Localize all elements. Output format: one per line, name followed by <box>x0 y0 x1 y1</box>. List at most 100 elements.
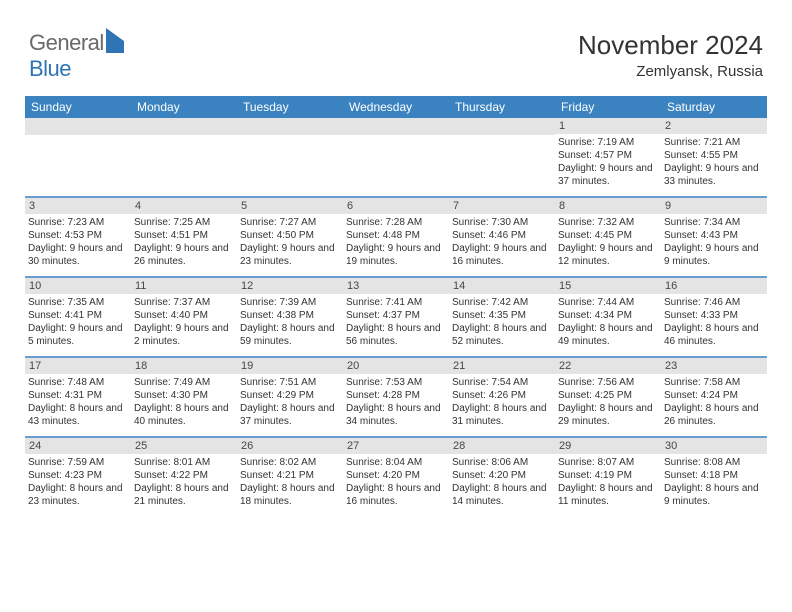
month-title: November 2024 <box>578 30 763 61</box>
daylight-text: Daylight: 8 hours and 49 minutes. <box>558 322 658 348</box>
day-cell: 25Sunrise: 8:01 AMSunset: 4:22 PMDayligh… <box>131 438 237 516</box>
daylight-text: Daylight: 8 hours and 56 minutes. <box>346 322 446 348</box>
day-cell: 15 Sunrise: 7:44 AMSunset: 4:34 PMDayligh… <box>555 278 661 356</box>
sunset-text: Sunset: 4:20 PM <box>452 469 552 482</box>
brand-logo: General Blue <box>29 30 124 82</box>
sunset-text: Sunset: 4:57 PM <box>558 149 658 162</box>
date-number: 5 <box>237 198 343 214</box>
date-number: 21 <box>449 358 555 374</box>
sunset-text: Sunset: 4:30 PM <box>134 389 234 402</box>
daylight-text: Daylight: 8 hours and 14 minutes. <box>452 482 552 508</box>
day-cell <box>237 118 343 196</box>
sunset-text: Sunset: 4:24 PM <box>664 389 764 402</box>
triangle-icon <box>106 28 124 53</box>
daylight-text: Daylight: 8 hours and 29 minutes. <box>558 402 658 428</box>
date-number: 8 <box>555 198 661 214</box>
day-cell: 1Sunrise: 7:19 AMSunset: 4:57 PMDaylight… <box>555 118 661 196</box>
day-cell: 12Sunrise: 7:39 AMSunset: 4:38 PMDayligh… <box>237 278 343 356</box>
daylight-text: Daylight: 8 hours and 46 minutes. <box>664 322 764 348</box>
sunrise-text: Sunrise: 7:44 AM <box>558 296 658 309</box>
day-header-row: SundayMondayTuesdayWednesdayThursdayFrid… <box>25 96 767 118</box>
date-number: 7 <box>449 198 555 214</box>
sunset-text: Sunset: 4:21 PM <box>240 469 340 482</box>
day-header-cell: Thursday <box>449 96 555 118</box>
sunset-text: Sunset: 4:29 PM <box>240 389 340 402</box>
daylight-text: Daylight: 9 hours and 33 minutes. <box>664 162 764 188</box>
day-cell: 5 Sunrise: 7:27 AMSunset: 4:50 PMDaylight… <box>237 198 343 276</box>
sunrise-text: Sunrise: 7:27 AM <box>240 216 340 229</box>
day-cell: 30Sunrise: 8:08 AMSunset: 4:18 PMDayligh… <box>661 438 767 516</box>
daylight-text: Daylight: 9 hours and 23 minutes. <box>240 242 340 268</box>
day-cell: 18Sunrise: 7:49 AMSunset: 4:30 PMDayligh… <box>131 358 237 436</box>
sunrise-text: Sunrise: 7:42 AM <box>452 296 552 309</box>
day-header-cell: Wednesday <box>343 96 449 118</box>
day-cell: 6Sunrise: 7:28 AMSunset: 4:48 PMDaylight… <box>343 198 449 276</box>
sunset-text: Sunset: 4:34 PM <box>558 309 658 322</box>
daylight-text: Daylight: 8 hours and 40 minutes. <box>134 402 234 428</box>
sunset-text: Sunset: 4:46 PM <box>452 229 552 242</box>
sunset-text: Sunset: 4:40 PM <box>134 309 234 322</box>
daylight-text: Daylight: 9 hours and 5 minutes. <box>28 322 128 348</box>
day-cell: 9Sunrise: 7:34 AMSunset: 4:43 PMDaylight… <box>661 198 767 276</box>
day-cell: 24Sunrise: 7:59 AMSunset: 4:23 PMDayligh… <box>25 438 131 516</box>
title-block: November 2024 Zemlyansk, Russia <box>578 30 763 80</box>
daylight-text: Daylight: 8 hours and 9 minutes. <box>664 482 764 508</box>
date-number: 27 <box>343 438 449 454</box>
sunset-text: Sunset: 4:31 PM <box>28 389 128 402</box>
sunset-text: Sunset: 4:43 PM <box>664 229 764 242</box>
day-cell: 2Sunrise: 7:21 AMSunset: 4:55 PMDaylight… <box>661 118 767 196</box>
sunrise-text: Sunrise: 7:21 AM <box>664 136 764 149</box>
brand-word1: General <box>29 30 104 55</box>
daylight-text: Daylight: 8 hours and 23 minutes. <box>28 482 128 508</box>
date-number: 13 <box>343 278 449 294</box>
sunrise-text: Sunrise: 7:19 AM <box>558 136 658 149</box>
sunset-text: Sunset: 4:35 PM <box>452 309 552 322</box>
sunrise-text: Sunrise: 7:48 AM <box>28 376 128 389</box>
header: General Blue November 2024 Zemlyansk, Ru… <box>25 30 767 90</box>
date-number: 14 <box>449 278 555 294</box>
daylight-text: Daylight: 9 hours and 19 minutes. <box>346 242 446 268</box>
day-cell: 23Sunrise: 7:58 AMSunset: 4:24 PMDayligh… <box>661 358 767 436</box>
empty-date-bar <box>237 118 343 135</box>
week-row: 24Sunrise: 7:59 AMSunset: 4:23 PMDayligh… <box>25 438 767 516</box>
sunrise-text: Sunrise: 7:59 AM <box>28 456 128 469</box>
day-cell: 28Sunrise: 8:06 AMSunset: 4:20 PMDayligh… <box>449 438 555 516</box>
sunset-text: Sunset: 4:51 PM <box>134 229 234 242</box>
sunrise-text: Sunrise: 8:08 AM <box>664 456 764 469</box>
daylight-text: Daylight: 8 hours and 31 minutes. <box>452 402 552 428</box>
sunrise-text: Sunrise: 7:58 AM <box>664 376 764 389</box>
sunrise-text: Sunrise: 8:04 AM <box>346 456 446 469</box>
date-number: 15 <box>555 278 661 294</box>
day-cell: 19Sunrise: 7:51 AMSunset: 4:29 PMDayligh… <box>237 358 343 436</box>
day-cell: 3Sunrise: 7:23 AMSunset: 4:53 PMDaylight… <box>25 198 131 276</box>
day-cell: 29Sunrise: 8:07 AMSunset: 4:19 PMDayligh… <box>555 438 661 516</box>
sunrise-text: Sunrise: 8:02 AM <box>240 456 340 469</box>
empty-date-bar <box>343 118 449 135</box>
day-cell: 17Sunrise: 7:48 AMSunset: 4:31 PMDayligh… <box>25 358 131 436</box>
sunrise-text: Sunrise: 7:41 AM <box>346 296 446 309</box>
date-number: 26 <box>237 438 343 454</box>
day-cell <box>25 118 131 196</box>
sunrise-text: Sunrise: 7:46 AM <box>664 296 764 309</box>
daylight-text: Daylight: 8 hours and 59 minutes. <box>240 322 340 348</box>
sunrise-text: Sunrise: 7:49 AM <box>134 376 234 389</box>
date-number: 29 <box>555 438 661 454</box>
sunrise-text: Sunrise: 7:34 AM <box>664 216 764 229</box>
date-number: 12 <box>237 278 343 294</box>
sunset-text: Sunset: 4:33 PM <box>664 309 764 322</box>
day-header-cell: Tuesday <box>237 96 343 118</box>
daylight-text: Daylight: 9 hours and 37 minutes. <box>558 162 658 188</box>
daylight-text: Daylight: 9 hours and 30 minutes. <box>28 242 128 268</box>
sunrise-text: Sunrise: 8:07 AM <box>558 456 658 469</box>
sunrise-text: Sunrise: 7:56 AM <box>558 376 658 389</box>
sunset-text: Sunset: 4:55 PM <box>664 149 764 162</box>
sunset-text: Sunset: 4:50 PM <box>240 229 340 242</box>
day-cell: 21Sunrise: 7:54 AMSunset: 4:26 PMDayligh… <box>449 358 555 436</box>
date-number: 10 <box>25 278 131 294</box>
date-number: 23 <box>661 358 767 374</box>
daylight-text: Daylight: 9 hours and 12 minutes. <box>558 242 658 268</box>
sunset-text: Sunset: 4:19 PM <box>558 469 658 482</box>
sunset-text: Sunset: 4:38 PM <box>240 309 340 322</box>
day-cell: 13Sunrise: 7:41 AMSunset: 4:37 PMDayligh… <box>343 278 449 356</box>
sunset-text: Sunset: 4:28 PM <box>346 389 446 402</box>
